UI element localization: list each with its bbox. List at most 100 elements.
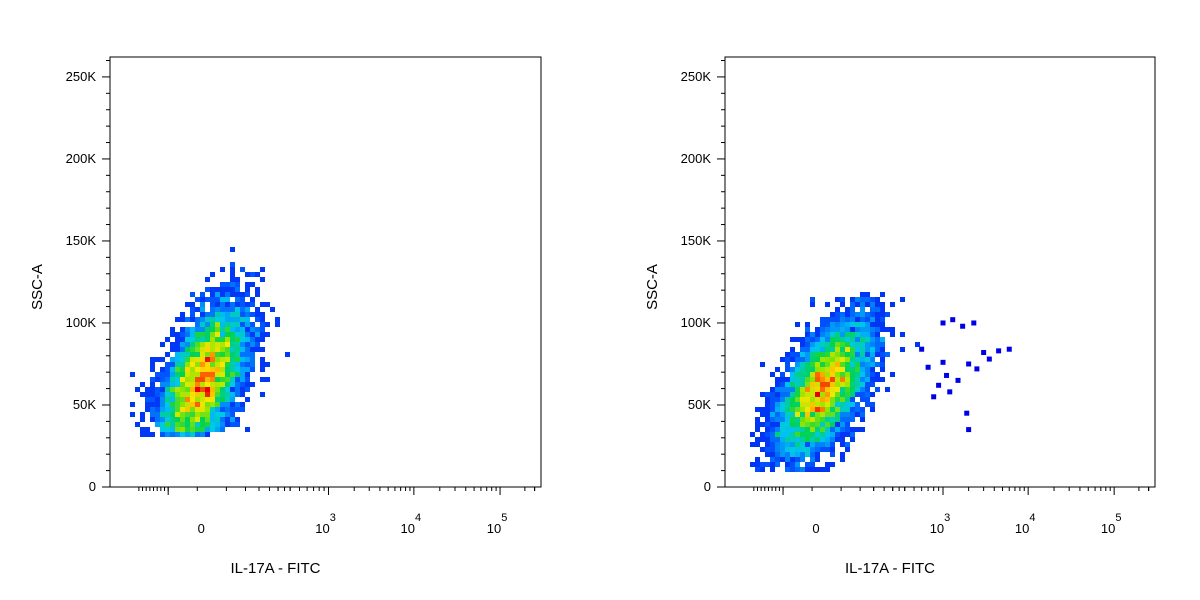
event-cell (885, 352, 890, 357)
event-cell (235, 312, 240, 317)
event-cell (165, 382, 170, 387)
event-cell (215, 292, 220, 297)
event-cell (135, 422, 140, 427)
event-cell (145, 432, 150, 437)
event-cell (190, 327, 195, 332)
event-cell (785, 362, 790, 367)
event-cell (225, 362, 230, 367)
event-cell (215, 352, 220, 357)
event-cell (815, 337, 820, 342)
event-cell (810, 417, 815, 422)
event-cell (245, 367, 250, 372)
event-cell (755, 427, 760, 432)
event-cell (795, 337, 800, 342)
event-cell (215, 397, 220, 402)
event-cell (240, 332, 245, 337)
event-cell (265, 362, 270, 367)
outlier-event (931, 394, 937, 400)
event-cell (260, 277, 265, 282)
event-cell (250, 337, 255, 342)
event-cell (185, 317, 190, 322)
event-cell (205, 397, 210, 402)
event-cell (765, 422, 770, 427)
event-cell (850, 347, 855, 352)
event-cell (200, 387, 205, 392)
outlier-event (996, 348, 1002, 354)
event-cell (215, 327, 220, 332)
event-cell (835, 427, 840, 432)
event-cell (235, 302, 240, 307)
event-cell (195, 387, 200, 392)
event-cell (220, 397, 225, 402)
event-cell (810, 302, 815, 307)
event-cell (180, 342, 185, 347)
event-cell (215, 337, 220, 342)
event-cell (785, 392, 790, 397)
outlier-event (950, 317, 956, 323)
event-cell (755, 422, 760, 427)
x-tick-label: 0 (812, 521, 819, 536)
event-cell (870, 367, 875, 372)
event-cell (230, 282, 235, 287)
event-cell (260, 332, 265, 337)
event-cell (230, 372, 235, 377)
event-cell (795, 362, 800, 367)
event-cell (840, 407, 845, 412)
event-cell (155, 412, 160, 417)
event-cell (820, 317, 825, 322)
event-cell (185, 412, 190, 417)
event-cell (200, 382, 205, 387)
event-cell (840, 412, 845, 417)
event-cell (810, 357, 815, 362)
event-cell (870, 372, 875, 377)
event-cell (200, 362, 205, 367)
event-cell (195, 402, 200, 407)
outlier-event (944, 372, 950, 378)
event-cell (165, 377, 170, 382)
event-cell (780, 437, 785, 442)
event-cell (150, 367, 155, 372)
event-cell (840, 372, 845, 377)
event-cell (790, 462, 795, 467)
event-cell (855, 312, 860, 317)
event-cell (180, 327, 185, 332)
event-cell (230, 382, 235, 387)
event-cell (810, 392, 815, 397)
event-cell (205, 387, 210, 392)
event-cell (250, 347, 255, 352)
event-cell (795, 387, 800, 392)
event-cell (235, 337, 240, 342)
event-cell (225, 302, 230, 307)
event-cell (855, 327, 860, 332)
event-cell (195, 297, 200, 302)
event-cell (190, 417, 195, 422)
event-cell (145, 392, 150, 397)
event-cell (235, 357, 240, 362)
event-cell (195, 377, 200, 382)
event-cell (205, 322, 210, 327)
event-cell (210, 352, 215, 357)
event-cell (805, 362, 810, 367)
outlier-event (919, 346, 925, 352)
event-cell (815, 447, 820, 452)
event-cell (210, 402, 215, 407)
event-cell (195, 342, 200, 347)
event-cell (780, 422, 785, 427)
event-cell (785, 412, 790, 417)
event-cell (825, 337, 830, 342)
event-cell (195, 407, 200, 412)
event-cell (150, 382, 155, 387)
event-cell (200, 302, 205, 307)
event-cell (870, 342, 875, 347)
event-cell (205, 417, 210, 422)
event-cell (150, 357, 155, 362)
y-tick-label: 0 (89, 479, 96, 494)
event-cell (775, 422, 780, 427)
event-cell (185, 407, 190, 412)
event-cell (200, 397, 205, 402)
event-cell (790, 382, 795, 387)
event-cell (275, 317, 280, 322)
event-cell (805, 412, 810, 417)
x-tick-label: 104 (401, 512, 422, 536)
event-cell (870, 347, 875, 352)
